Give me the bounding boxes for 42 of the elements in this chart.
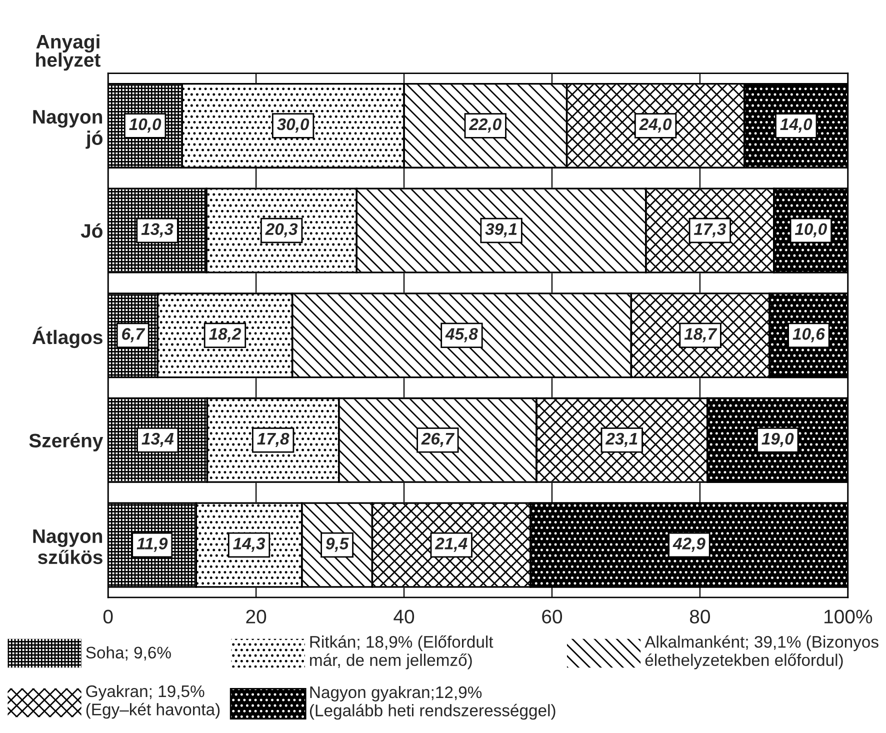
data-label: 14,0 <box>780 118 812 133</box>
legend-label: Soha; 9,6% <box>86 646 171 660</box>
data-label: 13,4 <box>142 432 174 448</box>
data-label: 18,7 <box>684 328 718 342</box>
y-tick-label: Átlagos <box>32 326 102 348</box>
data-label: 17,3 <box>694 223 726 238</box>
data-label: 14,3 <box>233 538 266 552</box>
data-label: 10,0 <box>129 118 162 133</box>
x-tick-label: 100% <box>824 610 872 624</box>
legend-label: Ritkán; 18,9% (Előfordult már, de nem jellemző) <box>310 635 494 670</box>
legend-label: Gyakran; 19,5% (Egy–két havonta) <box>86 684 220 719</box>
data-label: 13,3 <box>141 223 174 238</box>
data-label: 17,8 <box>257 432 290 448</box>
data-label: 21,4 <box>434 538 468 552</box>
y-axis-title: Anyagi helyzet <box>36 34 100 71</box>
x-tick-label: 0 <box>103 610 113 624</box>
data-label: 9,5 <box>326 538 349 552</box>
data-label: 18,2 <box>209 328 242 342</box>
data-label: 26,7 <box>421 432 455 448</box>
x-tick-label: 20 <box>246 610 266 624</box>
data-label: 39,1 <box>485 223 517 238</box>
y-tick-label: Jó <box>80 223 102 238</box>
data-label: 20,3 <box>265 223 298 238</box>
x-tick-label: 80 <box>690 610 710 624</box>
data-label: 19,0 <box>762 432 794 448</box>
legend-label: Alkalmanként; 39,1% (Bizonyos élethelyzetekben előfordul) <box>644 635 878 670</box>
data-label: 30,0 <box>276 118 310 133</box>
y-tick-label: Nagyon szűkös <box>33 530 102 564</box>
data-label: 24,0 <box>639 118 672 133</box>
y-tick-label: Nagyon jó <box>33 110 102 149</box>
legend-label: Nagyon gyakran;12,9% (Legalább heti rendszerességgel) <box>310 686 556 720</box>
data-label: 11,9 <box>136 538 168 552</box>
data-label: 45,8 <box>445 328 478 342</box>
data-label: 23,1 <box>605 432 638 448</box>
x-tick-label: 40 <box>394 610 414 624</box>
data-label: 22,0 <box>468 118 502 133</box>
data-label: 10,6 <box>792 328 826 342</box>
data-label: 42,9 <box>672 538 706 552</box>
data-label: 10,0 <box>794 223 827 238</box>
y-tick-label: Szerény <box>29 433 104 452</box>
x-tick-label: 60 <box>542 610 562 624</box>
data-label: 6,7 <box>122 328 146 342</box>
